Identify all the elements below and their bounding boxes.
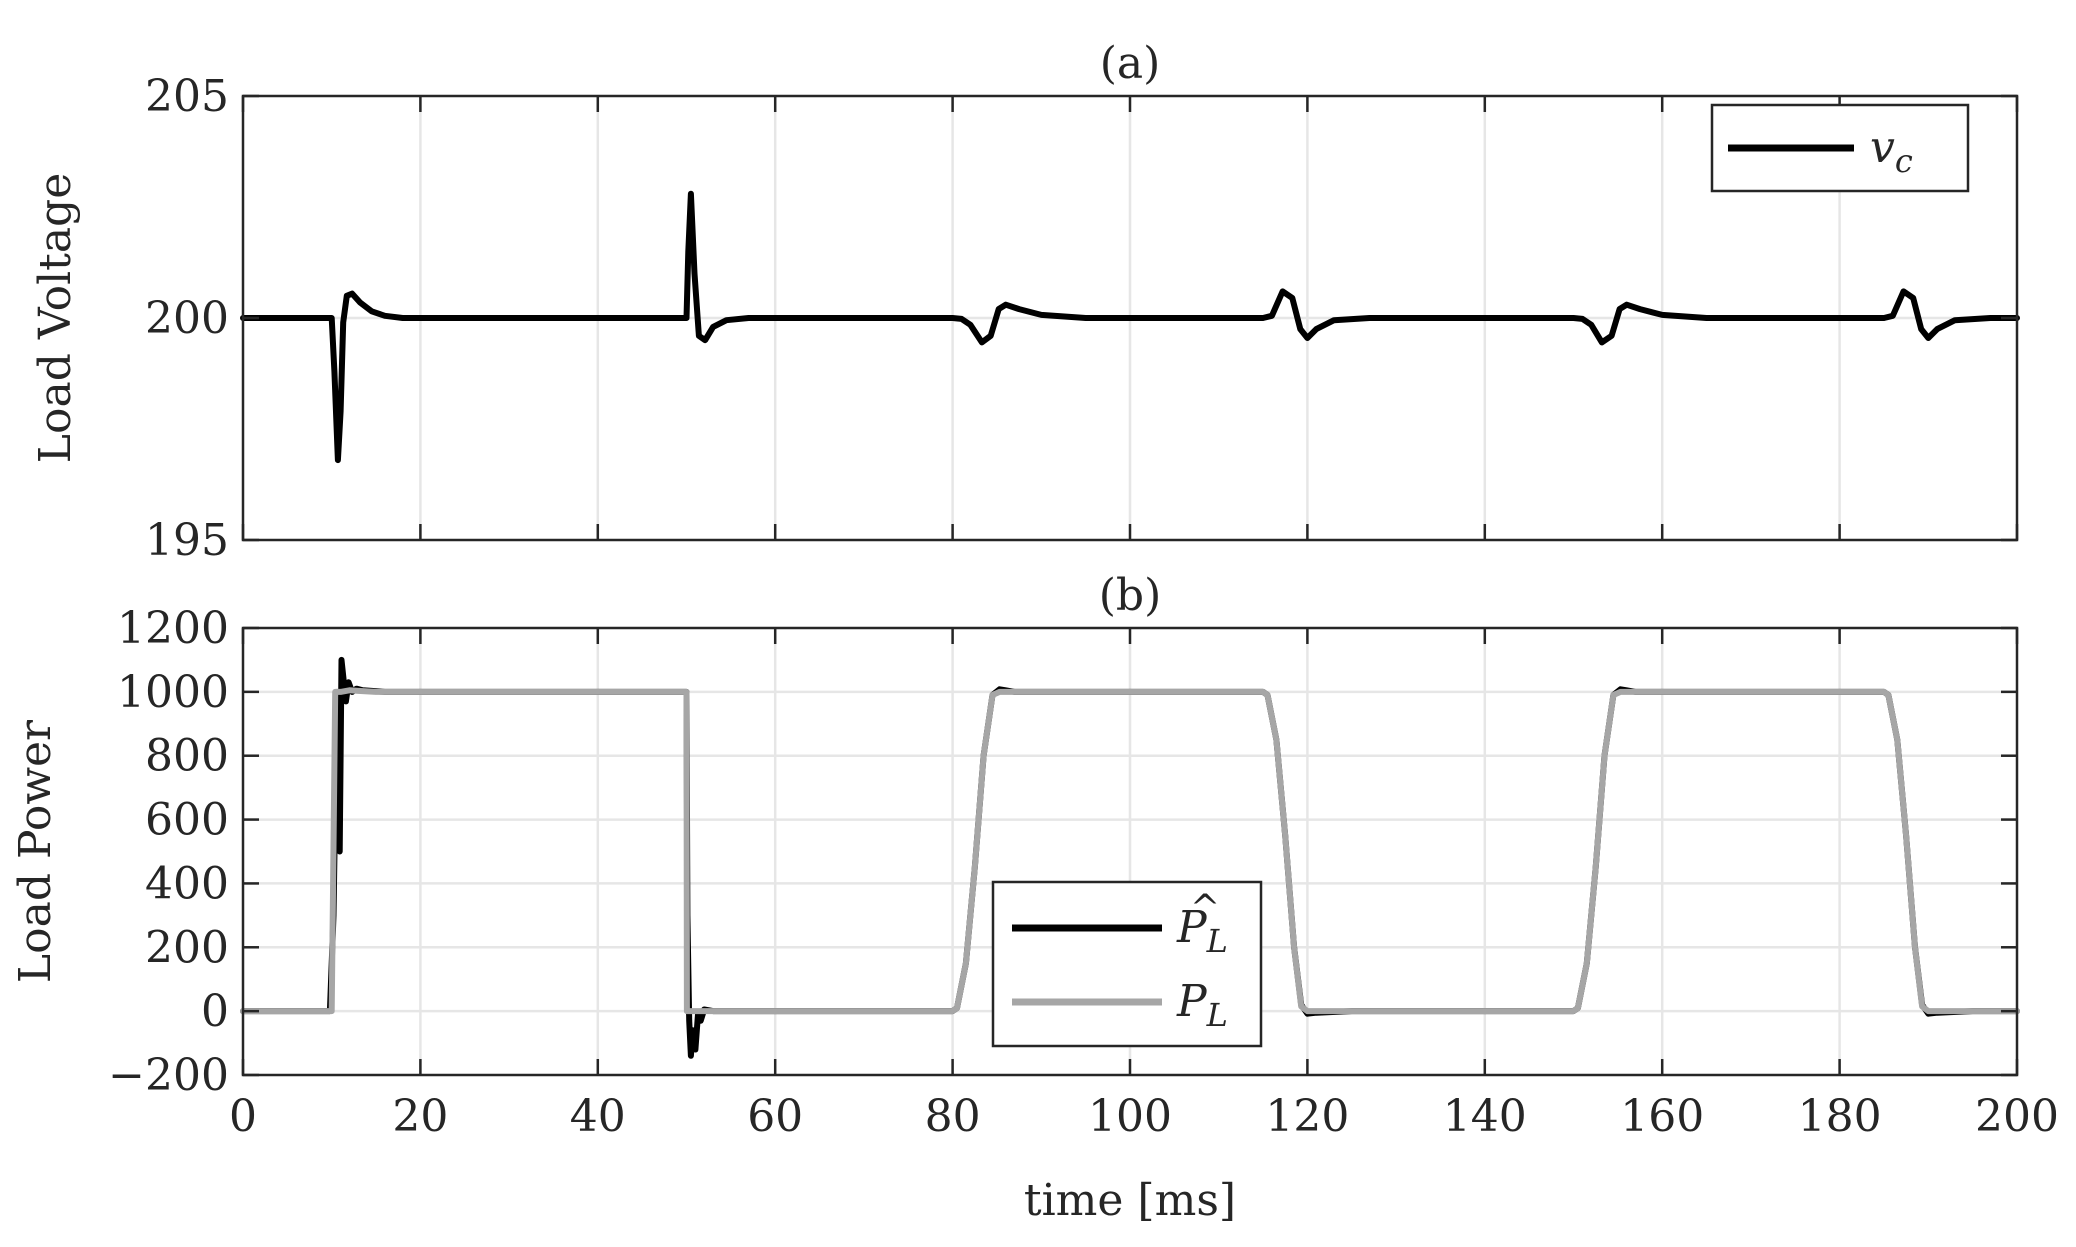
series-line-p — [240, 687, 2020, 1015]
y-tick-label: 195 — [145, 515, 229, 566]
panel-b-y-axis-label: Load Power — [10, 719, 61, 983]
x-tick-label: 120 — [1265, 1091, 1349, 1142]
x-tick-label: 60 — [747, 1091, 803, 1142]
y-tick-label: 200 — [145, 922, 229, 973]
y-tick-label: 400 — [145, 858, 229, 909]
y-tick-label: 205 — [145, 71, 229, 122]
panel-a-voltage-plot: 195 200 205 (a) Load Voltage vc — [30, 38, 2020, 566]
legend-hat-accent: ^ — [1190, 888, 1220, 929]
panel-b-legend-box — [991, 880, 1263, 1048]
legend-label-vc: vc — [1870, 122, 1913, 180]
x-axis-label: time [ms] — [1024, 1175, 1236, 1226]
legend-label-p-hat: PL — [1176, 902, 1228, 960]
x-tick-label: 40 — [570, 1091, 626, 1142]
panel-b-title: (b) — [1099, 570, 1162, 621]
x-tick-label: 0 — [229, 1091, 257, 1142]
y-tick-label: 600 — [145, 795, 229, 846]
y-tick-label: 1000 — [117, 667, 229, 718]
x-tick-label: 20 — [392, 1091, 448, 1142]
x-tick-label: 80 — [925, 1091, 981, 1142]
panel-a-title: (a) — [1100, 38, 1161, 89]
panel-a-y-axis-label: Load Voltage — [30, 173, 81, 464]
x-tick-label: 100 — [1088, 1091, 1172, 1142]
x-tick-labels: 0 20 40 60 80 100 120 140 160 180 200 — [229, 1091, 2059, 1142]
panel-b-legend: PL ^ PL — [991, 880, 1263, 1048]
panel-a-legend: vc — [1710, 103, 1970, 193]
y-tick-label: 1200 — [117, 603, 229, 654]
panel-a-ticks: 195 200 205 — [145, 71, 2019, 566]
legend-label-p: PL — [1176, 976, 1228, 1034]
x-tick-label: 140 — [1443, 1091, 1527, 1142]
x-tick-label: 160 — [1620, 1091, 1704, 1142]
y-tick-label: 0 — [201, 986, 229, 1037]
x-tick-label: 200 — [1975, 1091, 2059, 1142]
series-line-vc — [240, 190, 2020, 464]
y-tick-label: 200 — [145, 293, 229, 344]
panel-b-ticks: −200 0 200 400 600 800 1000 1200 — [108, 603, 2019, 1101]
panel-a-data — [240, 190, 2020, 464]
x-tick-label: 180 — [1798, 1091, 1882, 1142]
y-tick-label: 800 — [145, 731, 229, 782]
panel-b-data — [240, 656, 2020, 1059]
y-tick-label: −200 — [108, 1050, 229, 1101]
